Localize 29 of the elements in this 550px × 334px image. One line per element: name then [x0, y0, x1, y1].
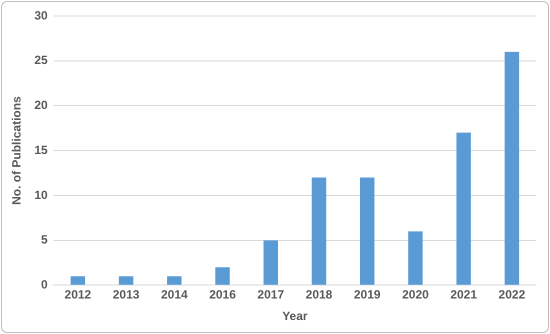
x-tick-label: 2016	[209, 288, 236, 302]
bar	[215, 267, 230, 285]
y-tick-label: 15	[34, 142, 48, 157]
bar	[408, 231, 423, 285]
x-tick-label: 2014	[160, 288, 188, 302]
x-tick-label: 2021	[450, 288, 478, 302]
y-tick-label: 5	[41, 232, 48, 247]
bar	[312, 178, 326, 285]
bar	[264, 240, 278, 285]
y-tick-label: 20	[34, 98, 48, 112]
y-axis-title: No. of Publications	[10, 96, 24, 205]
x-tick-label: 2012	[64, 288, 92, 302]
bar	[360, 178, 374, 285]
bar	[70, 276, 86, 285]
y-tick-label: 0	[41, 278, 48, 292]
bar	[118, 276, 134, 285]
bar	[456, 132, 471, 285]
x-tick-label: 2013	[112, 288, 140, 302]
x-axis-title: Year	[282, 309, 308, 324]
bar	[167, 276, 182, 285]
x-tick-label: 2018	[306, 288, 333, 302]
x-tick-label: 2019	[354, 288, 381, 302]
x-tick-label: 2022	[498, 288, 526, 302]
x-tick-label: 2017	[257, 288, 284, 302]
x-tick-label: 2020	[402, 288, 430, 302]
y-tick-label: 25	[34, 53, 48, 68]
y-tick-label: 30	[34, 8, 48, 22]
y-tick-label: 10	[34, 188, 48, 202]
bar	[504, 52, 520, 285]
